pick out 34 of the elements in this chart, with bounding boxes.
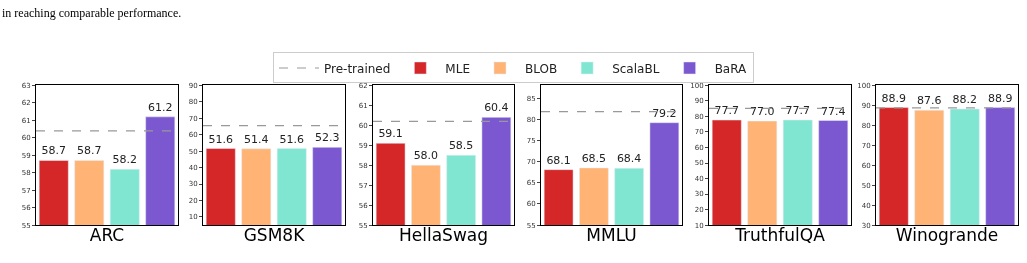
data-label: 88.9 [987,91,1013,105]
data-label: 58.5 [448,139,474,153]
legend-label: MLE [445,61,470,76]
text: in reaching comparable performance. [2,6,182,20]
data-label: 61.2 [147,100,173,114]
data-label: 77.0 [749,105,775,119]
data-label: 68.4 [616,152,642,166]
data-label: 58.2 [112,153,137,167]
data-label: 77.7 [714,104,739,118]
data-label: 51.4 [244,132,269,146]
data-label: 52.3 [315,131,340,145]
data-label: 51.6 [208,132,233,146]
x-axis-title: Winogrande [895,225,999,246]
data-label: 88.9 [881,91,906,105]
data-label: 77.7 [785,104,810,118]
data-label: 68.1 [546,153,571,167]
x-axis-title: MMLU [586,225,637,246]
legend-label: BLOB [524,61,558,76]
data-label: 58.7 [76,144,102,158]
legend-label: BaRA [714,61,748,76]
legend-label: ScalaBL [612,61,660,76]
data-label: 58.0 [413,149,439,163]
x-axis-title: TruthfulQA [734,225,826,246]
legend-label: Pre-trained [324,61,391,76]
x-axis-title: HellaSwag [398,225,489,246]
data-label: 68.5 [581,151,607,165]
data-label: 59.1 [378,127,403,141]
data-label: 88.2 [952,92,977,106]
x-axis-title: ARC [89,225,125,246]
data-label: 87.6 [916,94,942,108]
data-label: 58.7 [41,144,66,158]
x-axis-title: GSM8K [243,225,306,246]
data-label: 60.4 [484,101,509,115]
data-label: 51.6 [279,132,304,146]
